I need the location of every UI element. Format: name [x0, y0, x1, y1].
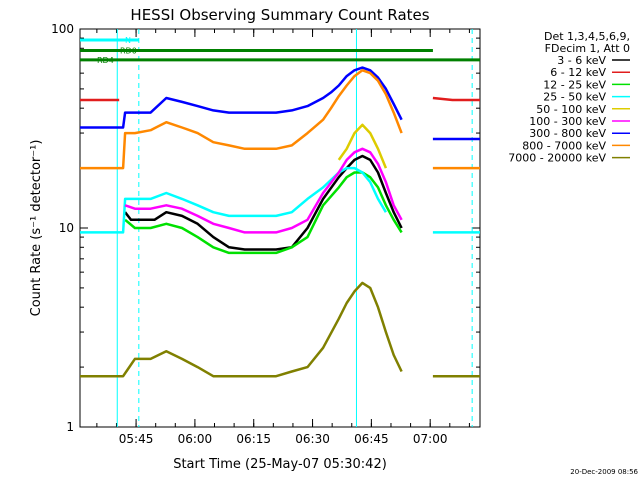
series-line-1-1: [432, 96, 480, 102]
y-tick-label: 100: [51, 22, 74, 36]
series-line-5-0: [124, 147, 403, 234]
series-line-8-0: [80, 281, 403, 378]
date-stamp: 20-Dec-2009 08:56: [570, 468, 638, 476]
x-tick-label: 07:00: [413, 432, 448, 446]
annotation-label-RD0: RD0: [120, 46, 137, 55]
x-tick-label: 06:00: [178, 432, 213, 446]
y-tick-label: 1: [66, 420, 74, 434]
x-tick-label: 06:30: [295, 432, 330, 446]
legend: Det 1,3,4,5,6,9, FDecim 1, Att 0 3 - 6 k…: [508, 30, 630, 165]
legend-label-4: 50 - 100 keV: [536, 103, 606, 116]
legend-header-line-2: FDecim 1, Att 0: [545, 42, 630, 55]
y-tick-label: 10: [59, 221, 74, 235]
series-line-2-0: [124, 171, 403, 255]
annotation-label-N: N: [125, 36, 131, 45]
legend-label-3: 25 - 50 keV: [543, 91, 606, 104]
y-axis-ticks: 1 10 100: [51, 22, 480, 434]
x-tick-label: 06:45: [354, 432, 389, 446]
series-line-6-0: [80, 66, 403, 129]
legend-label-0: 3 - 6 keV: [557, 54, 606, 67]
legend-label-5: 100 - 300 keV: [529, 115, 606, 128]
legend-label-8: 7000 - 20000 keV: [508, 152, 606, 165]
legend-label-7: 800 - 7000 keV: [522, 139, 606, 152]
legend-label-2: 12 - 25 keV: [543, 78, 606, 91]
chart-title: HESSI Observing Summary Count Rates: [130, 6, 429, 24]
y-axis-label: Count Rate (s⁻¹ detector⁻¹): [29, 140, 44, 317]
x-tick-label: 06:15: [236, 432, 271, 446]
series-line-7-0: [80, 69, 403, 170]
x-tick-label: 05:45: [119, 432, 154, 446]
x-axis-label: Start Time (25-May-07 05:30:42): [173, 457, 387, 472]
series-line-3-0: [80, 166, 387, 234]
series-line-0-0: [124, 154, 403, 251]
legend-label-6: 300 - 800 keV: [529, 127, 606, 140]
legend-label-1: 6 - 12 keV: [550, 66, 606, 79]
annotation-label-RD4: RD4: [97, 56, 114, 65]
series-line-4-0: [337, 123, 388, 169]
legend-header-line-1: Det 1,3,4,5,6,9,: [544, 30, 630, 43]
x-axis-ticks: 05:45 06:00 06:15 06:30 06:45 07:00: [96, 29, 470, 446]
